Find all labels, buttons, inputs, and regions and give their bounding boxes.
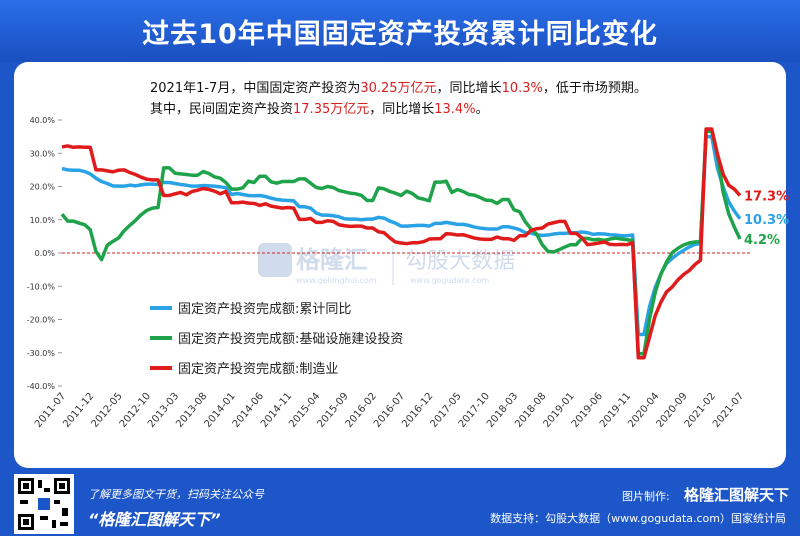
line bbox=[60, 129, 742, 356]
note-text: ，同比增长 bbox=[369, 102, 435, 117]
footer-promo: 了解更多图文干货，扫码关注公众号 bbox=[88, 488, 264, 501]
line bbox=[61, 127, 742, 360]
y-tick-label: -20.0% bbox=[27, 316, 56, 325]
y-tick-label: 40.0% bbox=[30, 116, 56, 125]
note-highlight: 17.35万亿元 bbox=[293, 102, 370, 117]
end-label: 4.2% bbox=[744, 233, 780, 248]
note-highlight: 30.25万亿元 bbox=[360, 81, 437, 96]
footer-account: “格隆汇图解天下” bbox=[88, 510, 221, 529]
note-line: 其中，民间固定资产投资17.35万亿元，同比增长13.4%。 bbox=[150, 99, 647, 120]
y-tick-label: 20.0% bbox=[30, 183, 56, 192]
watermark-logo bbox=[258, 243, 292, 277]
footer-source: 数据支持：勾股大数据（www.gogudata.com）国家统计局 bbox=[490, 512, 786, 525]
watermark: 格隆汇 www.gelonghui.com 勾股大数据 www.gogudata… bbox=[258, 243, 515, 285]
qr-code bbox=[14, 474, 74, 534]
y-tick-label: -10.0% bbox=[27, 282, 56, 291]
footer-made-by-label: 图片制作: bbox=[622, 490, 670, 503]
note-text: 2021年1-7月，中国固定资产投资为 bbox=[150, 81, 361, 96]
watermark-brand: 格隆汇 bbox=[296, 246, 368, 274]
watermark-data-url: www.gogudata.com bbox=[410, 276, 489, 285]
legend-label: 固定资产投资完成额:基础设施建设投资 bbox=[178, 331, 403, 347]
legend-label: 固定资产投资完成额:累计同比 bbox=[178, 301, 351, 317]
footer: 了解更多图文干货，扫码关注公众号 “格隆汇图解天下” 图片制作: 格隆汇图解天下… bbox=[0, 470, 800, 536]
chart: 格隆汇 www.gelonghui.com 勾股大数据 www.gogudata… bbox=[27, 116, 789, 430]
note: 2021年1-7月，中国固定资产投资为30.25万亿元，同比增长10.3%，低于… bbox=[150, 78, 647, 120]
panel bbox=[14, 62, 786, 468]
line bbox=[61, 134, 742, 337]
y-tick-label: -30.0% bbox=[27, 349, 56, 358]
y-tick-label: 30.0% bbox=[30, 149, 56, 158]
footer-made-by: 格隆汇图解天下 bbox=[684, 486, 790, 504]
end-label: 17.3% bbox=[744, 189, 789, 204]
note-text: ，低于市场预期。 bbox=[542, 81, 647, 96]
end-label: 10.3% bbox=[744, 213, 789, 228]
y-tick-label: -40.0% bbox=[27, 382, 56, 391]
watermark-url: www.gelonghui.com bbox=[296, 276, 377, 285]
y-tick-label: 0.0% bbox=[35, 249, 56, 258]
note-highlight: 10.3% bbox=[501, 81, 543, 96]
note-highlight: 13.4% bbox=[434, 102, 476, 117]
header: 过去10年中国固定资产投资累计同比变化 bbox=[0, 0, 800, 62]
note-text: 。 bbox=[475, 102, 489, 117]
title: 过去10年中国固定资产投资累计同比变化 bbox=[142, 19, 658, 50]
note-text: 其中，民间固定资产投资 bbox=[150, 102, 294, 117]
note-text: ，同比增长 bbox=[436, 81, 502, 96]
y-tick-label: 10.0% bbox=[30, 216, 56, 225]
legend-label: 固定资产投资完成额:制造业 bbox=[178, 361, 338, 377]
note-line: 2021年1-7月，中国固定资产投资为30.25万亿元，同比增长10.3%，低于… bbox=[150, 78, 647, 99]
